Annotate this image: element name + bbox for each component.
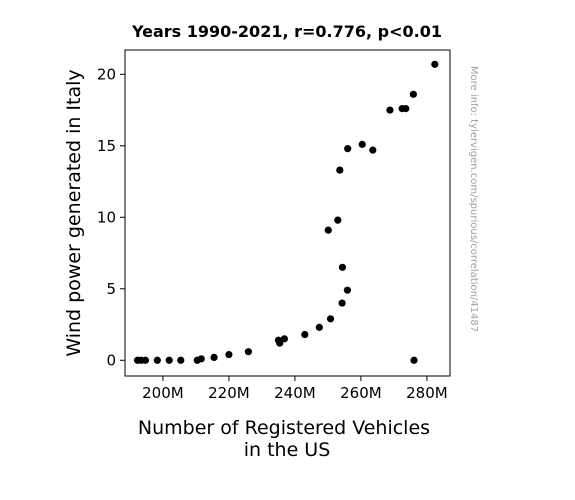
data-point xyxy=(315,323,323,331)
data-point xyxy=(210,353,218,362)
data-point xyxy=(141,356,150,364)
data-points xyxy=(133,60,439,364)
y-tick-label: 20 xyxy=(97,65,116,83)
y-tick-label: 5 xyxy=(106,280,116,298)
data-point xyxy=(336,166,344,174)
x-axis-label-line-2: in the US xyxy=(244,439,331,461)
data-point xyxy=(410,356,418,364)
x-axis-label: Number of Registered Vehicles in the US xyxy=(138,417,436,461)
data-point xyxy=(177,356,185,364)
data-point xyxy=(338,263,347,271)
data-point xyxy=(153,356,161,364)
data-point xyxy=(301,330,309,339)
data-point xyxy=(369,146,377,154)
x-tick-label: 220M xyxy=(208,384,250,402)
source-note: More info: tylervigen.com/spurious/corre… xyxy=(468,66,479,332)
x-tick-label: 200M xyxy=(142,384,184,402)
data-point xyxy=(338,299,346,307)
data-point xyxy=(343,286,351,294)
x-tick-label: 280M xyxy=(406,384,448,402)
data-point xyxy=(326,315,335,323)
data-point xyxy=(386,106,394,114)
data-point xyxy=(197,355,205,363)
x-axis: 200M 220M 240M 260M 280M xyxy=(142,376,448,402)
x-tick-label: 240M xyxy=(274,384,316,402)
data-point xyxy=(402,105,410,113)
chart-title: Years 1990-2021, r=0.776, p<0.01 xyxy=(131,22,442,41)
x-tick-label: 260M xyxy=(340,384,382,402)
y-tick-label: 15 xyxy=(97,137,116,155)
data-point xyxy=(409,90,417,98)
data-point xyxy=(324,226,332,234)
x-axis-label-line-1: Number of Registered Vehicles xyxy=(138,417,430,439)
data-point xyxy=(165,356,173,364)
plot-area xyxy=(124,49,451,377)
y-axis: 0 5 10 15 20 xyxy=(97,65,125,369)
data-point xyxy=(334,216,342,224)
data-point xyxy=(431,60,439,68)
data-point xyxy=(280,335,288,343)
data-point xyxy=(344,145,352,153)
y-tick-label: 0 xyxy=(106,351,116,369)
y-axis-label: Wind power generated in Italy xyxy=(63,69,85,356)
data-point xyxy=(358,140,366,148)
data-point xyxy=(276,339,284,347)
y-tick-label: 10 xyxy=(97,208,116,226)
data-point xyxy=(225,350,233,359)
data-point xyxy=(244,348,253,356)
